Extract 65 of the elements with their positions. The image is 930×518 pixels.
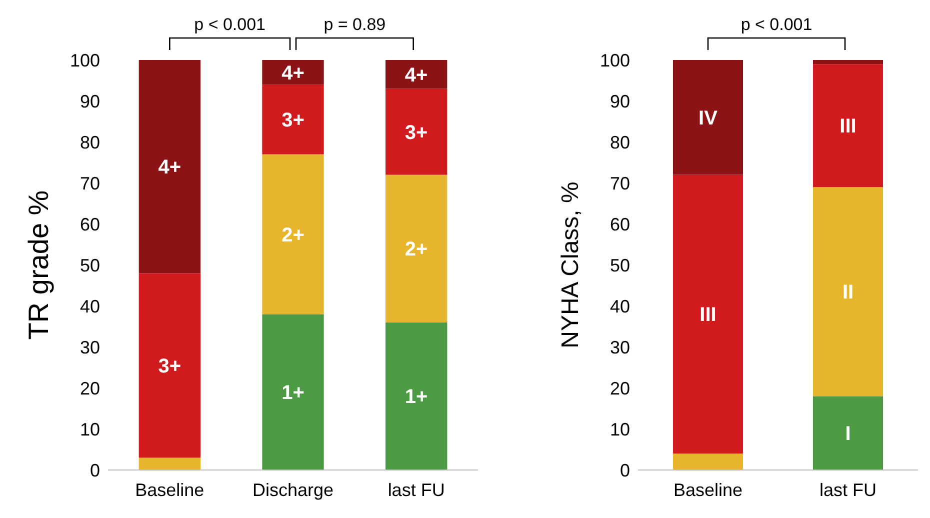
bar [673,60,743,175]
bar [138,273,200,458]
bar [262,84,324,154]
x-tick-label: last FU [819,480,877,500]
x-tick-label: Baseline [135,480,204,500]
y-tick-label: 90 [80,91,100,112]
y-axis-title: NYHA Class, % [557,182,584,348]
y-tick-label: 70 [80,173,100,194]
bar [138,60,200,274]
text: p < 0.001 [194,15,266,34]
y-tick-label: 100 [70,50,100,70]
bar [386,322,448,470]
text: 4+ [404,64,428,86]
bar [262,314,324,470]
bar [386,60,448,89]
text: p = 0.89 [324,15,386,34]
bar [673,174,743,454]
bar [813,396,883,470]
y-tick-label: 80 [80,132,100,152]
series-label: I [845,423,851,446]
y-tick-label: 50 [610,255,630,276]
y-tick-label: 20 [610,378,630,398]
bar [262,60,324,85]
series-label: 3+ [158,355,182,378]
x-tick-label: Discharge [252,480,334,500]
text: 4+ [158,156,182,179]
x-tick-label: Baseline [673,480,743,500]
series-label: 2+ [404,238,428,261]
bar [813,60,883,64]
y-tick-label: 40 [610,296,630,316]
y-tick-label: 80 [610,132,630,152]
text: III [840,116,856,138]
y-tick-label: 0 [620,460,630,480]
bar [386,88,448,175]
y-tick-label: 90 [610,91,630,112]
series-label: II [842,282,854,304]
series-label: IV [698,107,718,130]
y-tick-label: 10 [610,419,630,440]
y-tick-label: 10 [80,419,100,440]
text: 3+ [282,109,304,132]
y-tick-label: 100 [600,50,630,70]
bar [262,154,324,314]
text: 2+ [282,224,304,246]
y-tick-label: 20 [80,378,100,398]
bar [813,64,883,188]
y-tick-label: 0 [90,460,100,480]
text: 3+ [404,122,428,144]
text: 1+ [282,382,304,404]
bar [673,454,743,470]
x-tick-label: last FU [388,480,445,500]
bar [386,174,448,322]
y-tick-label: 60 [80,214,100,234]
y-tick-label: 70 [610,173,630,194]
text: p < 0.001 [740,15,812,34]
y-axis-title: TR grade % [23,190,54,340]
series-label: III [700,304,716,326]
y-tick-label: 60 [610,214,630,234]
y-tick-label: 40 [80,296,100,316]
series-label: 1+ [404,386,428,408]
bar [138,458,200,470]
y-tick-label: 50 [80,255,100,276]
bar [813,187,883,396]
series-label: 4+ [282,62,304,84]
y-tick-label: 30 [610,337,630,358]
y-tick-label: 30 [80,337,100,358]
